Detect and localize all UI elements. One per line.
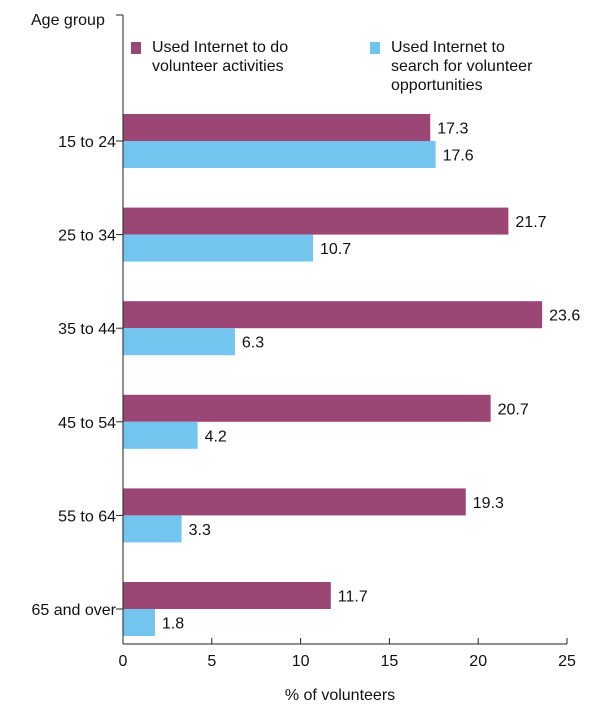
bar-search-opportunities <box>123 141 436 168</box>
category-label: 35 to 44 <box>58 321 116 338</box>
bar-do-volunteer-activities <box>123 582 331 609</box>
x-tick-label: 10 <box>292 653 310 670</box>
bar-do-volunteer-activities <box>123 114 431 141</box>
category-label: 25 to 34 <box>58 228 116 245</box>
category-label: 45 to 54 <box>58 415 116 432</box>
data-label: 17.6 <box>443 148 474 165</box>
x-axis-title: % of volunteers <box>285 687 395 704</box>
bar-search-opportunities <box>123 421 198 449</box>
axes: 15 to 24 25 to 34 35 to 44 45 to 54 55 to 64… <box>31 14 576 670</box>
data-label: 17.3 <box>437 121 468 138</box>
legend-swatch-search-opportunities <box>370 42 380 54</box>
bar-search-opportunities <box>123 234 314 262</box>
x-tick-label: 5 <box>207 653 216 670</box>
legend-swatch-do-activities <box>131 42 141 54</box>
bar-do-volunteer-activities <box>123 301 543 329</box>
data-label: 3.3 <box>189 522 211 539</box>
data-label: 1.8 <box>162 616 184 633</box>
legend: Used Internet to do volunteer activities U… <box>131 39 533 94</box>
data-label: 21.7 <box>515 214 546 231</box>
x-tick-label: 0 <box>119 653 128 670</box>
y-axis-title: Age group <box>31 12 105 29</box>
legend-label: Used Internet to search for volunteer oppo… <box>391 39 533 94</box>
x-tick-label: 25 <box>558 653 576 670</box>
bar-do-volunteer-activities <box>123 207 509 235</box>
x-tick-label: 20 <box>469 653 487 670</box>
legend-label: Used Internet to do volunteer activities <box>152 39 288 75</box>
data-label: 6.3 <box>242 335 264 352</box>
data-label: 11.7 <box>338 589 368 606</box>
data-label: 20.7 <box>498 401 529 418</box>
data-label: 4.2 <box>205 428 227 445</box>
bar-do-volunteer-activities <box>123 394 491 422</box>
plot-area: 17.3 17.6 21.7 10.7 23.6 6.3 20.7 4.2 19.3 3.3 11.… <box>123 114 580 636</box>
bar-search-opportunities <box>123 515 182 543</box>
x-tick-label: 15 <box>381 653 399 670</box>
category-label: 15 to 24 <box>58 134 116 151</box>
category-label: 55 to 64 <box>58 508 116 525</box>
data-label: 23.6 <box>549 308 580 325</box>
bar-search-opportunities <box>123 328 235 356</box>
bar-search-opportunities <box>123 609 155 636</box>
data-label: 10.7 <box>320 241 351 258</box>
category-label: 65 and over <box>31 602 116 619</box>
data-label: 19.3 <box>473 495 504 512</box>
bar-do-volunteer-activities <box>123 488 466 516</box>
